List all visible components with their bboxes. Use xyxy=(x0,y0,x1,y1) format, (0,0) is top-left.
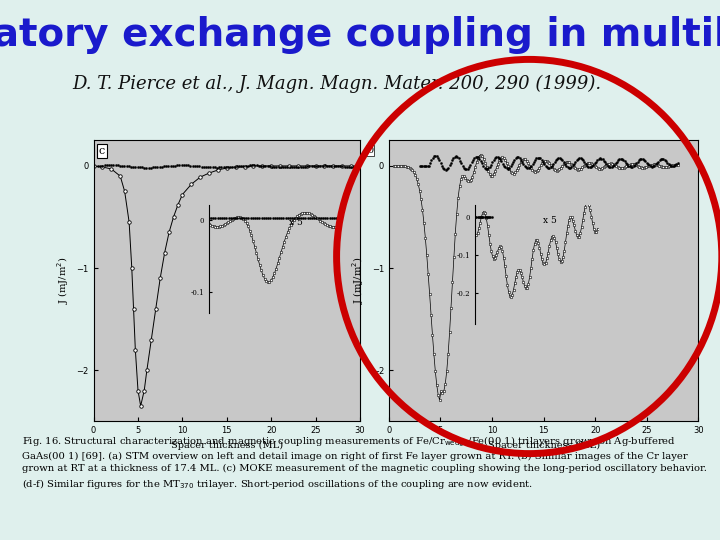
Text: c: c xyxy=(99,146,105,156)
X-axis label: Spacer thickness (ML): Spacer thickness (ML) xyxy=(487,441,600,450)
X-axis label: Spacer thickness (ML): Spacer thickness (ML) xyxy=(171,441,283,450)
Y-axis label: J (mJ/m$^2$): J (mJ/m$^2$) xyxy=(351,257,366,305)
Text: D. T. Pierce et al., J. Magn. Magn. Mater. 200, 290 (1999).: D. T. Pierce et al., J. Magn. Magn. Mate… xyxy=(72,75,601,93)
Text: Fig. 16. Structural characterization and magnetic coupling measurements of Fe/Cr: Fig. 16. Structural characterization and… xyxy=(22,435,706,491)
Text: 0: 0 xyxy=(367,146,373,155)
Text: x 5: x 5 xyxy=(543,216,557,225)
Y-axis label: J (mJ/m$^2$): J (mJ/m$^2$) xyxy=(55,257,71,305)
Text: Oscillatory exchange coupling in multilayers: Oscillatory exchange coupling in multila… xyxy=(0,16,720,54)
Text: x 5: x 5 xyxy=(289,218,303,227)
